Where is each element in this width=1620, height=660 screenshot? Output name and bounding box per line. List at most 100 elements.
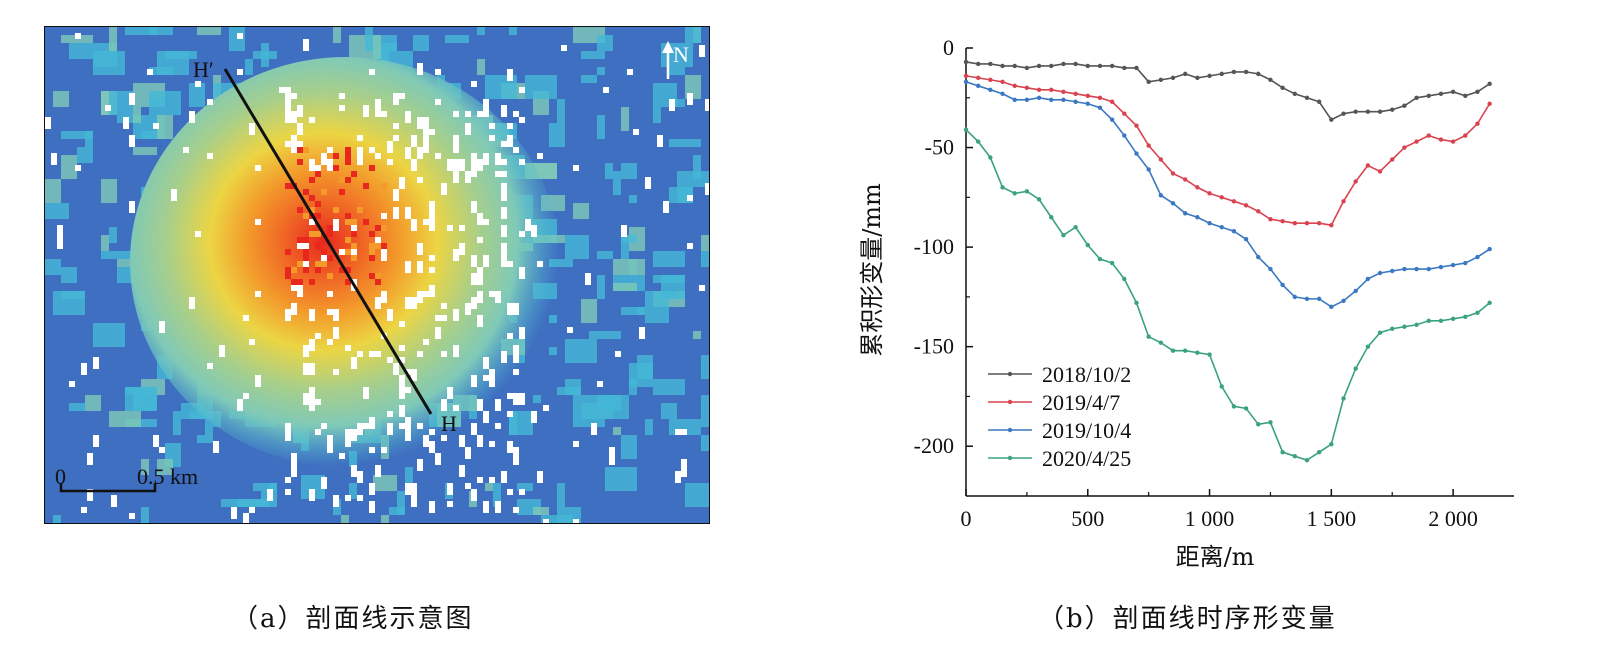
data-point	[1475, 254, 1480, 260]
caption-a: （a）剖面线示意图	[232, 604, 474, 634]
data-point	[1073, 61, 1078, 67]
data-point	[963, 59, 969, 65]
data-point	[1316, 221, 1322, 226]
y-axis-label: 累积形变量/mm	[858, 183, 886, 357]
data-point	[1183, 348, 1188, 353]
data-point	[1304, 457, 1310, 463]
data-point	[1049, 215, 1054, 220]
x-axis-label: 距离/m	[1176, 543, 1255, 571]
legend-marker	[1007, 427, 1013, 433]
series-1	[963, 59, 1492, 122]
data-point	[1012, 63, 1017, 69]
series-layer	[963, 59, 1492, 463]
data-point	[963, 79, 969, 85]
data-point	[1012, 191, 1017, 196]
x-tick-label: 0	[961, 506, 972, 531]
data-point	[1487, 246, 1492, 252]
data-point	[1036, 63, 1042, 69]
data-point	[1402, 266, 1407, 272]
data-point	[1036, 87, 1042, 93]
legend-label: 2018/10/2	[1042, 362, 1131, 387]
data-point	[1036, 95, 1042, 100]
data-point	[1402, 324, 1407, 329]
data-point	[1450, 316, 1456, 321]
data-point	[1207, 221, 1212, 226]
y-tick-label: 0	[943, 35, 954, 60]
data-point	[1463, 93, 1468, 98]
data-point	[1341, 298, 1346, 304]
scale-zero-label: 0	[55, 464, 66, 489]
data-point	[1390, 107, 1395, 112]
data-point	[1219, 195, 1224, 200]
data-point	[1097, 105, 1103, 110]
data-point	[1268, 77, 1273, 83]
data-point	[1292, 294, 1298, 300]
data-point	[1061, 97, 1066, 102]
north-label: N	[673, 42, 689, 67]
data-point	[1049, 97, 1054, 102]
data-point	[975, 83, 981, 89]
data-point	[1195, 75, 1200, 81]
series-2	[963, 73, 1492, 228]
data-point	[1256, 71, 1261, 77]
data-point	[1012, 83, 1017, 89]
data-point	[1329, 304, 1334, 310]
data-point	[1438, 264, 1444, 270]
data-point	[1073, 91, 1078, 96]
data-point	[1146, 167, 1151, 172]
data-point	[1085, 63, 1090, 69]
data-point	[988, 77, 993, 83]
series-3	[963, 79, 1492, 310]
series-4	[963, 127, 1492, 463]
data-point	[1085, 101, 1090, 106]
data-point	[1353, 288, 1358, 294]
data-point	[1073, 99, 1078, 104]
data-point	[988, 155, 993, 160]
data-point	[1170, 201, 1176, 206]
north-arrow-icon	[662, 41, 674, 79]
data-point	[1170, 75, 1176, 81]
data-point	[963, 127, 969, 132]
data-point	[1450, 89, 1456, 95]
data-point	[1170, 348, 1176, 353]
chart-axes: 0 500 1 000 1 500 2 000 0 -50 -100 -150 -200	[914, 35, 1514, 531]
data-point	[1158, 157, 1164, 162]
scale-bar	[59, 483, 157, 493]
data-point	[1353, 109, 1358, 114]
data-point	[1280, 85, 1285, 91]
data-point	[1292, 221, 1298, 226]
data-point	[1390, 326, 1395, 331]
data-point	[1109, 63, 1115, 69]
data-point	[1219, 384, 1224, 389]
data-point	[1000, 63, 1005, 69]
data-point	[1450, 262, 1456, 268]
data-point	[1365, 344, 1371, 349]
data-point	[1475, 310, 1480, 316]
data-point	[975, 61, 981, 67]
map-canvas: H′ H N 0 0.5 km	[45, 27, 709, 523]
x-tick-label: 1 000	[1185, 506, 1235, 531]
data-point	[1122, 65, 1127, 71]
data-point	[1158, 77, 1164, 83]
data-point	[1316, 99, 1322, 104]
data-point	[1426, 266, 1431, 272]
data-point	[1292, 453, 1298, 459]
data-point	[1256, 254, 1261, 260]
legend-label: 2019/10/4	[1042, 418, 1131, 443]
data-point	[1316, 296, 1322, 302]
data-point	[1353, 366, 1358, 371]
data-point	[1243, 406, 1249, 411]
data-point	[1195, 350, 1200, 355]
data-point	[1438, 137, 1444, 142]
chart-legend: 2018/10/2 2019/4/7 2019/10/4 2020/4/25	[988, 362, 1131, 471]
data-point	[1024, 85, 1030, 91]
data-point	[1426, 318, 1431, 323]
data-point	[1134, 65, 1139, 71]
data-point	[963, 73, 969, 79]
data-point	[1219, 71, 1224, 77]
data-point	[1390, 268, 1395, 274]
data-point	[1268, 217, 1273, 222]
legend-label: 2019/4/7	[1042, 390, 1120, 415]
data-point	[1146, 334, 1151, 339]
profile-start-label: H′	[193, 57, 214, 82]
